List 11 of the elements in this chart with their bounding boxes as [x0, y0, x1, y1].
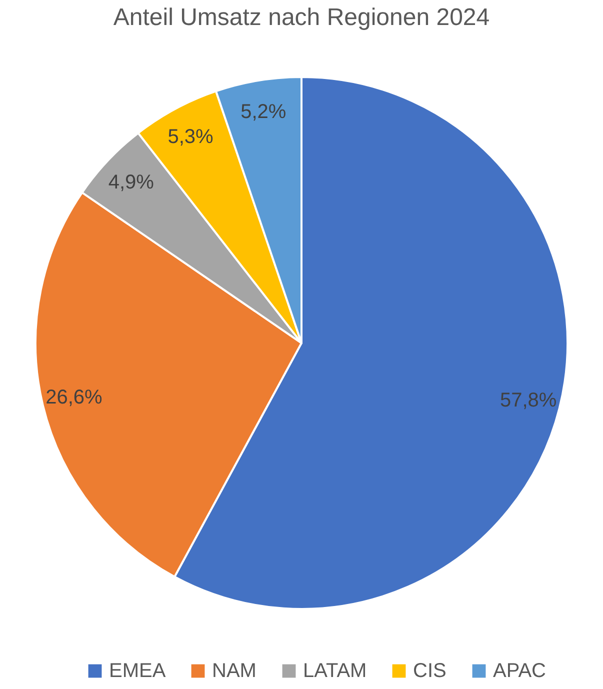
data-label: 5,3%: [168, 126, 214, 148]
data-label: 57,8%: [500, 390, 557, 412]
legend-label: APAC: [493, 660, 546, 682]
data-label: 4,9%: [108, 172, 154, 194]
chart-title: Anteil Umsatz nach Regionen 2024: [113, 4, 490, 31]
legend-label: CIS: [413, 660, 446, 682]
legend-label: NAM: [212, 660, 256, 682]
data-label: 5,2%: [240, 101, 286, 124]
legend-label: LATAM: [303, 660, 367, 682]
legend-label: EMEA: [109, 660, 166, 682]
data-label: 26,6%: [46, 386, 103, 409]
